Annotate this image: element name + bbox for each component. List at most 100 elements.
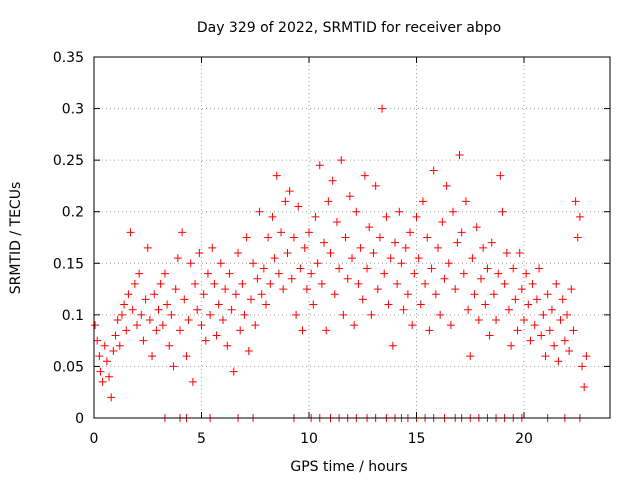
data-point [543, 290, 552, 299]
data-point [287, 274, 296, 283]
data-point [255, 207, 264, 216]
x-tick-label: 5 [197, 431, 206, 447]
data-point [399, 305, 408, 314]
data-point [313, 259, 322, 268]
data-point [169, 362, 178, 371]
data-point [345, 192, 354, 201]
data-point [227, 305, 236, 314]
data-point [350, 321, 359, 330]
data-point [240, 310, 249, 319]
data-point [130, 279, 139, 288]
data-point [145, 316, 154, 325]
data-point [494, 269, 503, 278]
data-point [360, 171, 369, 180]
data-point [219, 316, 227, 325]
data-point [582, 352, 591, 361]
data-point [339, 310, 348, 319]
data-point [229, 367, 238, 376]
data-point [154, 305, 163, 314]
data-point [513, 326, 522, 335]
data-point [188, 377, 197, 386]
data-point [358, 295, 367, 304]
data-point [412, 212, 421, 221]
data-point [431, 290, 440, 299]
data-point [386, 254, 395, 263]
data-point [414, 254, 423, 263]
data-point [524, 300, 533, 309]
data-point [371, 181, 380, 190]
data-point [408, 321, 417, 330]
x-tick-label: 0 [90, 431, 99, 447]
data-point [234, 248, 243, 257]
data-point [578, 362, 587, 371]
data-point [249, 259, 258, 268]
data-point [569, 326, 578, 335]
data-point [212, 331, 221, 340]
data-point [337, 156, 346, 165]
data-point [429, 166, 438, 175]
data-point [184, 316, 193, 325]
data-point [163, 300, 172, 309]
data-point [423, 233, 432, 242]
data-point [487, 238, 496, 247]
y-tick-label: 0.25 [53, 153, 84, 169]
data-point [552, 279, 561, 288]
data-point [461, 197, 470, 206]
data-point [315, 161, 324, 170]
data-point [216, 259, 225, 268]
data-point [556, 316, 565, 325]
data-point [91, 321, 100, 330]
data-point [455, 150, 464, 159]
data-point [133, 321, 141, 330]
data-point [102, 357, 111, 366]
data-point [296, 264, 305, 273]
data-point [515, 248, 524, 257]
data-point [274, 269, 283, 278]
data-point [253, 274, 262, 283]
data-point [369, 248, 378, 257]
data-point [573, 233, 582, 242]
data-point [225, 269, 234, 278]
data-point [328, 176, 337, 185]
data-point [197, 321, 206, 330]
data-point [580, 383, 589, 392]
data-point [96, 367, 105, 376]
data-point [483, 264, 492, 273]
data-point [171, 285, 180, 294]
data-point [332, 218, 341, 227]
data-point [330, 290, 339, 299]
data-point [277, 228, 286, 237]
data-point [307, 269, 316, 278]
data-point [502, 248, 511, 257]
data-point [257, 290, 266, 299]
x-tick-label: 15 [408, 431, 426, 447]
data-point [124, 290, 133, 299]
data-point [453, 238, 462, 247]
axis-ticks [93, 56, 610, 419]
data-point [477, 274, 485, 283]
data-point [178, 228, 187, 237]
data-point [322, 326, 331, 335]
data-point [272, 171, 281, 180]
data-point [403, 290, 412, 299]
y-tick-label: 0.05 [53, 359, 84, 375]
y-tick-label: 0.1 [62, 308, 84, 324]
data-point [201, 336, 210, 345]
x-tick-label: 20 [515, 431, 533, 447]
data-point [242, 233, 251, 242]
plot-frame [93, 56, 611, 419]
data-point [459, 269, 468, 278]
data-point [262, 300, 270, 309]
data-point [530, 321, 539, 330]
data-point [176, 326, 184, 335]
data-point [509, 264, 518, 273]
data-point [416, 300, 425, 309]
data-point [541, 352, 550, 361]
y-tick-label: 0.3 [62, 102, 84, 118]
data-point [401, 243, 410, 252]
data-point [365, 223, 374, 232]
data-point [547, 305, 556, 314]
data-point [388, 341, 397, 350]
data-point [115, 341, 124, 350]
